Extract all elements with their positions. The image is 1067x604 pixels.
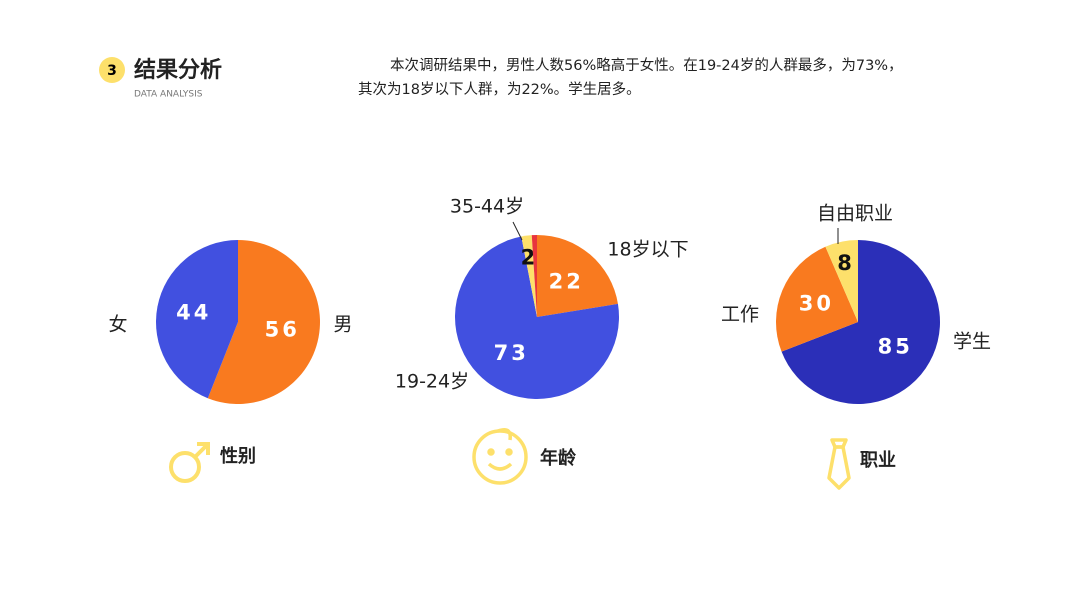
pie-slice: [825, 240, 858, 322]
data-label: 22: [549, 270, 584, 294]
category-label: 18岁以下: [607, 239, 688, 261]
pie-slice: [775, 246, 858, 352]
pie-slice: [454, 236, 619, 399]
pie-slice: [781, 239, 941, 404]
pie-slice: [531, 235, 537, 317]
category-label: 工作: [721, 304, 759, 326]
chart-caption: 职业: [860, 450, 896, 471]
badge: 3: [107, 63, 117, 79]
pie-slice: [537, 235, 618, 317]
chart-caption: 性别: [220, 445, 256, 467]
category-label: 19-24岁: [395, 371, 469, 393]
chart-caption: 年龄: [540, 447, 577, 469]
male-icon: [169, 442, 210, 483]
face-icon: [472, 427, 528, 485]
data-label: 8: [837, 251, 855, 275]
data-label: 44: [176, 301, 211, 325]
category-label: 学生: [953, 331, 991, 353]
leader-line: [512, 221, 523, 241]
pie-slice: [521, 235, 537, 317]
data-label: 2: [521, 245, 539, 269]
data-label: 73: [494, 341, 529, 365]
category-label: 男: [333, 314, 352, 336]
pie-slice: [155, 240, 238, 399]
subtitle: DATA ANALYSIS: [134, 90, 203, 100]
summary: 本次调研结果中，男性人数56%略高于女性。在19-24岁的人群最多，为73%，: [390, 56, 903, 74]
summary: 其次为18岁以下人群，为22%。学生居多。: [358, 81, 641, 98]
category-label: 女: [108, 314, 127, 336]
data-label: 56: [265, 317, 300, 341]
title: 结果分析: [134, 57, 222, 83]
category-label: 自由职业: [817, 203, 893, 225]
badge-circle: [99, 57, 125, 83]
tie-icon: [827, 438, 851, 490]
data-label: 30: [799, 292, 834, 316]
category-label: 35-44岁: [450, 196, 524, 218]
pie-slice: [207, 240, 320, 404]
data-label: 85: [878, 334, 913, 358]
